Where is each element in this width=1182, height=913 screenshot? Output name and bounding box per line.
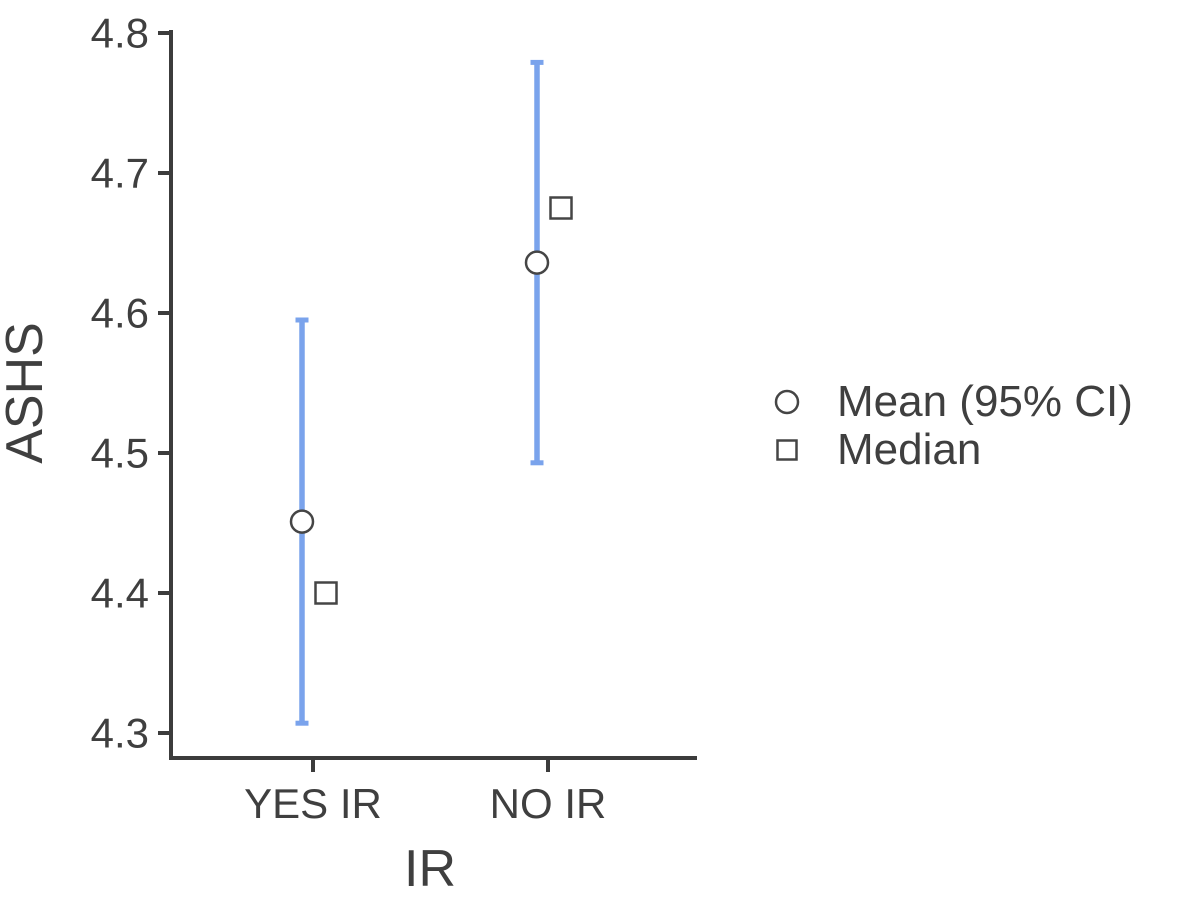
- y-tick-label: 4.5: [91, 430, 149, 477]
- legend-item-mean: Mean (95% CI): [763, 378, 1133, 426]
- legend-label-mean: Mean (95% CI): [837, 377, 1133, 426]
- mean-marker: [289, 509, 315, 534]
- median-square-icon: [763, 426, 811, 474]
- median-marker: [549, 196, 573, 220]
- median-marker: [314, 581, 338, 605]
- y-tick-label: 4.4: [91, 570, 149, 617]
- y-tick-label: 4.6: [91, 290, 149, 337]
- y-axis-title: ASHS: [0, 322, 54, 464]
- x-tick-label: NO IR: [490, 780, 607, 827]
- y-tick-label: 4.8: [91, 10, 149, 57]
- mean-marker: [524, 250, 550, 275]
- legend-label-median: Median: [837, 425, 982, 474]
- y-tick-label: 4.3: [91, 710, 149, 757]
- legend-item-median: Median: [763, 426, 1133, 474]
- legend: Mean (95% CI) Median: [763, 378, 1133, 474]
- mean-circle-icon: [763, 378, 811, 426]
- x-tick-label: YES IR: [244, 780, 382, 827]
- x-axis-title: IR: [404, 840, 456, 898]
- y-tick-label: 4.7: [91, 150, 149, 197]
